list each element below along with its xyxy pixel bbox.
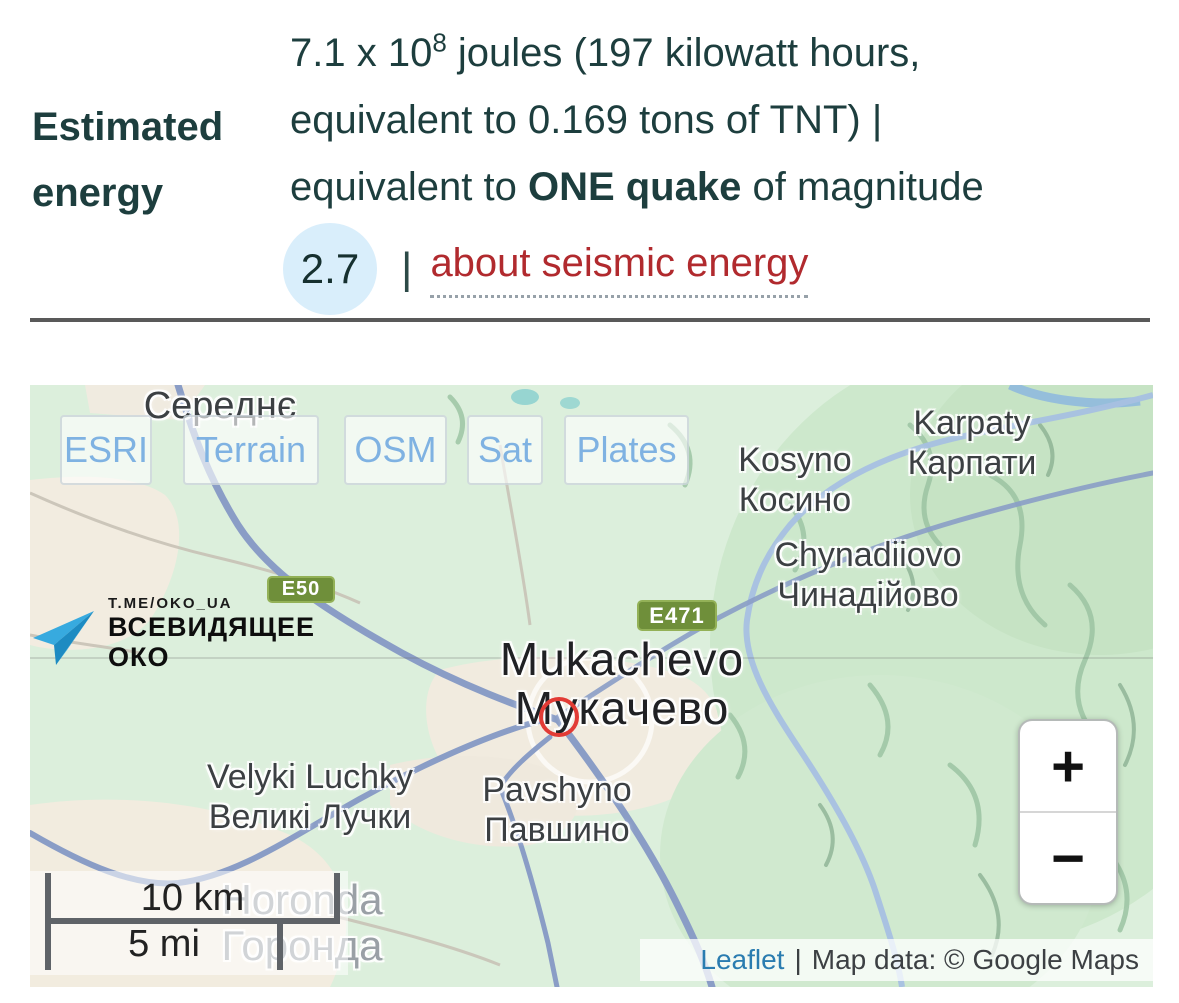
map-label-kosyno: Kosyno Косино [738, 441, 852, 519]
map-label-mukachevo: Mukachevo Мукачево [499, 633, 745, 734]
separator-bar: | [401, 244, 413, 293]
road-badge-e471: E471 [637, 600, 717, 631]
one-quake-emphasis: ONE quake [527, 165, 742, 209]
about-seismic-energy-link[interactable]: about seismic energy [430, 241, 809, 298]
scale-mi-bar: 5 mi [45, 924, 283, 970]
attribution-divider: | [794, 944, 802, 975]
scale-km-bar: 10 km [45, 873, 340, 924]
magnitude-badge: 2.7 [283, 223, 377, 315]
scale-mi-label: 5 mi [128, 923, 200, 965]
leaflet-link[interactable]: Leaflet [700, 944, 785, 975]
energy-line-2: equivalent to 0.169 tons of TNT) | [290, 98, 883, 142]
telegram-plane-icon [33, 611, 94, 665]
energy-line-3: equivalent to ONE quake of magnitude [290, 165, 984, 209]
zoom-in-button[interactable]: + [1020, 721, 1116, 813]
layer-button-osm[interactable]: OSM [344, 415, 447, 485]
layer-button-esri[interactable]: ESRI [60, 415, 152, 485]
map-label-karpaty: Karpaty Карпати [907, 404, 1037, 482]
layer-button-sat[interactable]: Sat [467, 415, 543, 485]
zoom-out-button[interactable]: − [1020, 813, 1116, 903]
tile-seam [30, 657, 1153, 659]
map-label-pavshyno: Pavshyno Павшино [482, 771, 632, 849]
watermark-handle: T.ME/OKO_UA [108, 595, 233, 612]
energy-line-1: 7.1 x 108 joules (197 kilowatt hours, [290, 27, 921, 75]
exponent: 8 [432, 27, 447, 58]
river-path [743, 392, 1153, 987]
epicenter-marker[interactable] [539, 697, 579, 737]
map-attribution: Leaflet | Map data: © Google Maps [640, 939, 1153, 981]
attribution-text: Map data: © Google Maps [811, 944, 1139, 975]
estimated-energy-label: Estimated energy [32, 105, 224, 215]
scale-km-label: 10 km [140, 877, 245, 919]
watermark-title-2: ОКО [108, 642, 170, 672]
zoom-control: + − [1018, 719, 1118, 905]
road-badge-e50: E50 [267, 576, 335, 603]
watermark-title-1: ВСЕВИДЯЩЕЕ [108, 612, 316, 642]
ukraine-flag-icon [652, 947, 690, 973]
energy-value-text: 7.1 x 108 joules (197 kilowatt hours, eq… [290, 20, 1170, 221]
layer-button-terrain[interactable]: Terrain [183, 415, 319, 485]
scale-control: 10 km 5 mi [45, 873, 340, 970]
layer-button-plates[interactable]: Plates [564, 415, 689, 485]
map-label-chynadiiovo: Chynadiiovo Чинадійово [774, 536, 962, 614]
watermark-text: T.ME/OKO_UA ВСЕВИДЯЩЕЕ ОКО [108, 595, 315, 672]
section-divider [30, 318, 1150, 322]
magnitude-row: 2.7 | about seismic energy [283, 223, 809, 315]
map-label-velyki-luchky: Velyki Luchky Великі Лучки [207, 758, 413, 836]
map-canvas[interactable]: Середнє Karpaty Карпати Kosyno Косино Chyn… [30, 385, 1153, 987]
